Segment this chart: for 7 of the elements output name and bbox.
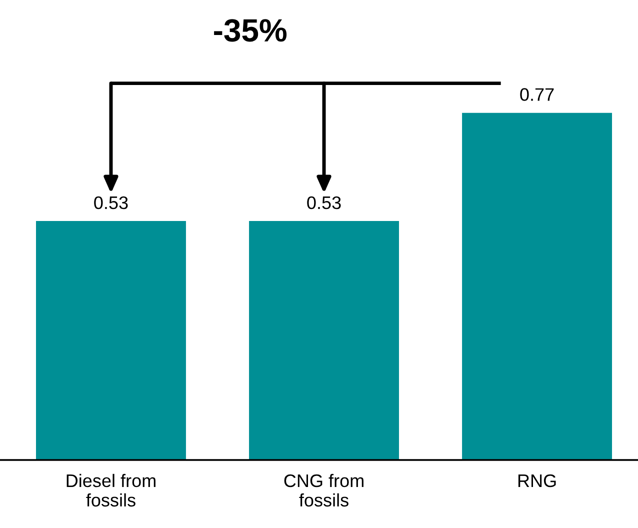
data-label: 0.53 (307, 196, 341, 210)
data-label: 0.77 (520, 88, 554, 101)
x-tick-label: Diesel from fossils (66, 474, 156, 507)
x-tick-label: CNG from fossils (284, 474, 364, 507)
text: -35% (214, 19, 287, 42)
data-label: 0.53 (94, 196, 128, 210)
x-tick-label: RNG (518, 474, 556, 488)
